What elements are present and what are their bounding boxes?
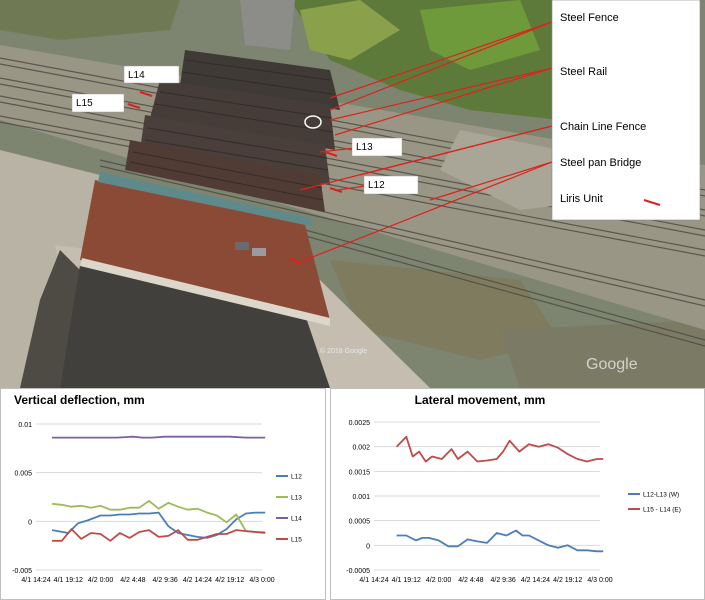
- photo-legend: Steel Fence Steel Rail Chain Line Fence …: [551, 0, 701, 221]
- x-tick-label: 4/2 19:12: [215, 577, 244, 584]
- aerial-photo: © 2018 Google Google L14 L15 L13 L12: [0, 0, 705, 388]
- x-tick-label: 4/1 14:24: [21, 577, 50, 584]
- y-tick-label: 0.0015: [349, 469, 371, 476]
- liris-marker-l14: [139, 91, 153, 97]
- x-tick-label: 4/2 4:48: [458, 577, 483, 584]
- svg-text:L15: L15: [76, 98, 93, 109]
- series-line-l12-l13-w: [396, 529, 604, 553]
- chart-frame: [330, 388, 705, 600]
- y-tick-label: 0: [28, 519, 32, 526]
- x-tick-label: 4/2 0:00: [88, 577, 113, 584]
- legend-label: L13: [291, 495, 302, 502]
- x-tick-label: 4/2 0:00: [426, 577, 451, 584]
- x-tick-label: 4/3 0:00: [587, 577, 612, 584]
- chart-title: Vertical deflection, mm: [14, 393, 145, 407]
- legend-steel-rail: Steel Rail: [560, 66, 607, 78]
- chart-frame: [0, 388, 326, 600]
- liris-marker-bridge: [289, 257, 301, 265]
- x-tick-label: 4/1 19:12: [54, 577, 83, 584]
- y-tick-label: 0.005: [14, 471, 32, 478]
- y-tick-label: 0.002: [352, 445, 370, 452]
- x-tick-label: 4/1 14:24: [359, 577, 388, 584]
- series-line-l15-l14-e: [395, 435, 604, 463]
- y-tick-label: -0.005: [12, 568, 32, 575]
- label-l12: L12: [363, 175, 419, 195]
- legend-chain-line-fence: Chain Line Fence: [560, 121, 646, 133]
- legend-label: L14: [291, 516, 302, 523]
- x-tick-label: 4/2 9:36: [152, 577, 177, 584]
- y-tick-label: -0.0005: [346, 568, 370, 575]
- series-line-l14: [52, 435, 266, 439]
- x-tick-label: 4/3 0:00: [249, 577, 274, 584]
- y-tick-label: 0.0005: [349, 519, 371, 526]
- x-tick-label: 4/2 19:12: [553, 577, 582, 584]
- vertical-deflection-chart: Vertical deflection, mm -0.005 0 0.005 0.01 4…: [0, 388, 326, 600]
- y-tick-label: 0.01: [18, 422, 32, 429]
- liris-marker-l13: [324, 151, 338, 157]
- legend-label: L12-L13 (W): [643, 492, 679, 499]
- legend-label: L15: [291, 537, 302, 544]
- y-tick-label: 0.0025: [349, 420, 371, 427]
- x-tick-label: 4/2 14:24: [521, 577, 550, 584]
- svg-text:L13: L13: [356, 142, 373, 153]
- label-l14: L14: [123, 65, 180, 84]
- legend-liris-unit-marker: [643, 199, 661, 206]
- legend-label: L15 - L14 (E): [643, 507, 681, 514]
- series-line-l15: [52, 528, 266, 542]
- series-line-l13: [52, 500, 266, 533]
- chart-title: Lateral movement, mm: [415, 393, 546, 407]
- y-tick-label: 0: [366, 543, 370, 550]
- legend-steel-fence: Steel Fence: [560, 12, 619, 24]
- charts-area: Vertical deflection, mm -0.005 0 0.005 0.01 4…: [0, 388, 705, 600]
- label-l13: L13: [351, 137, 403, 157]
- legend-steel-pan-bridge: Steel pan Bridge: [560, 157, 641, 169]
- x-tick-label: 4/2 14:24: [183, 577, 212, 584]
- x-tick-label: 4/1 19:12: [392, 577, 421, 584]
- liris-marker-l12: [329, 187, 343, 193]
- imagery-copyright: © 2018 Google: [320, 347, 367, 355]
- svg-text:L14: L14: [128, 70, 145, 81]
- svg-text:L12: L12: [368, 180, 385, 191]
- legend-liris-unit: Liris Unit: [560, 193, 603, 205]
- x-tick-label: 4/2 9:36: [490, 577, 515, 584]
- liris-marker-l15: [127, 103, 141, 109]
- label-l15: L15: [71, 93, 125, 113]
- y-tick-label: 0.001: [352, 494, 370, 501]
- x-tick-label: 4/2 4:48: [120, 577, 145, 584]
- google-watermark: Google: [586, 356, 638, 373]
- series-line-l12: [51, 511, 266, 539]
- legend-label: L12: [291, 474, 302, 481]
- lateral-movement-chart: Lateral movement, mm -0.0005 0 0.0005 0.001 0…: [330, 388, 705, 600]
